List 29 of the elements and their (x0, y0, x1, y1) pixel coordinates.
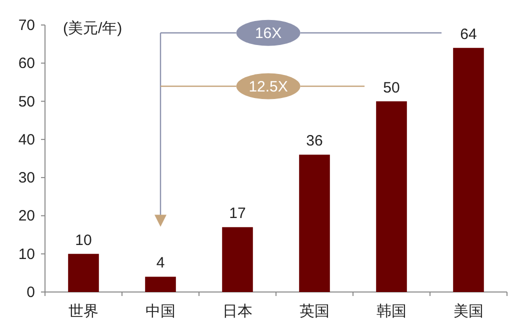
y-tick-label: 0 (26, 284, 35, 301)
data-label: 50 (383, 79, 400, 96)
y-tick-label: 50 (18, 93, 35, 110)
y-tick-label: 30 (18, 170, 35, 187)
y-axis-title: (美元/年) (63, 20, 122, 37)
data-label: 36 (306, 132, 323, 150)
data-label: 64 (460, 26, 477, 43)
bar (145, 276, 176, 292)
y-tick-label: 20 (18, 208, 35, 225)
annotation: 12.5X (248, 78, 288, 96)
x-tick-label: 韩国 (376, 303, 406, 320)
bar (222, 227, 253, 292)
data-label: 10 (75, 232, 92, 249)
bar (299, 154, 330, 292)
y-tick-label: 60 (18, 55, 35, 72)
bar (453, 48, 484, 292)
y-tick-label: 10 (18, 246, 35, 263)
x-tick-label: 美国 (454, 303, 484, 320)
x-tick-label: 英国 (300, 303, 330, 320)
y-tick-label: 40 (18, 131, 35, 148)
bar (68, 254, 99, 292)
bar (376, 101, 407, 292)
x-tick-label: 中国 (146, 303, 176, 320)
annotation: 16X (254, 24, 282, 42)
data-label: 17 (229, 205, 246, 222)
y-tick-label: 70 (18, 17, 35, 34)
x-tick-label: 世界 (68, 303, 98, 320)
data-label: 4 (156, 254, 165, 272)
x-tick-label: 日本 (222, 303, 252, 320)
